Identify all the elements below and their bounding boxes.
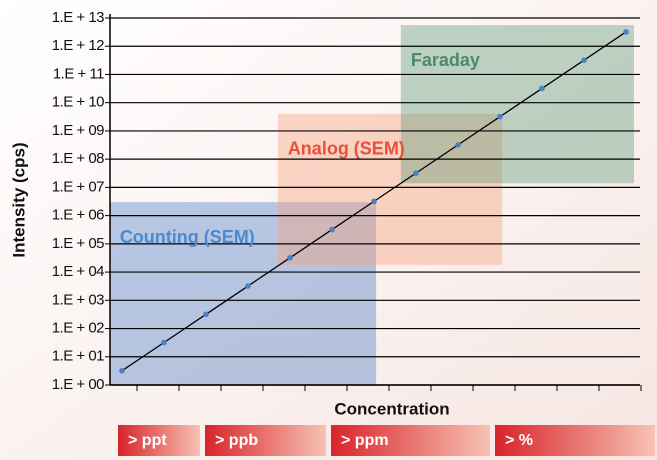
y-tick-label: 1.E + 08 bbox=[52, 150, 104, 167]
data-point bbox=[245, 283, 251, 289]
data-point bbox=[581, 57, 587, 63]
data-point bbox=[119, 368, 125, 374]
y-tick-label: 1.E + 07 bbox=[52, 178, 104, 195]
data-point bbox=[623, 29, 629, 35]
y-tick-label: 1.E + 01 bbox=[52, 348, 104, 365]
y-axis-title: Intensity (cps) bbox=[9, 142, 28, 257]
data-point bbox=[497, 114, 503, 120]
concentration-label: > ppb bbox=[215, 432, 258, 449]
y-tick-label: 1.E + 09 bbox=[52, 122, 104, 139]
y-tick-label: 1.E + 11 bbox=[53, 65, 104, 82]
data-point bbox=[539, 86, 545, 92]
y-tick-label: 1.E + 00 bbox=[52, 376, 104, 393]
data-point bbox=[455, 142, 461, 148]
y-tick-label: 1.E + 12 bbox=[52, 37, 104, 54]
y-tick-label: 1.E + 02 bbox=[52, 320, 104, 337]
region-label: Faraday bbox=[411, 50, 480, 70]
concentration-label: > % bbox=[505, 432, 533, 449]
y-tick-label: 1.E + 06 bbox=[52, 207, 104, 224]
chart: Intensity (cps) Concentration 1.E + 00 1.… bbox=[0, 0, 657, 460]
concentration-label: > ppt bbox=[128, 432, 167, 449]
data-point bbox=[287, 255, 293, 261]
y-tick-label: 1.E + 05 bbox=[52, 235, 104, 252]
x-axis-title: Concentration bbox=[334, 399, 449, 418]
y-tick-label: 1.E + 04 bbox=[52, 263, 104, 280]
data-point bbox=[371, 199, 377, 205]
y-tick-label: 1.E + 10 bbox=[52, 94, 104, 111]
y-tick-label: 1.E + 13 bbox=[52, 9, 104, 26]
region-label: Counting (SEM) bbox=[120, 227, 255, 247]
y-tick-label: 1.E + 03 bbox=[52, 291, 104, 308]
region-label: Analog (SEM) bbox=[288, 139, 405, 159]
concentration-label: > ppm bbox=[341, 432, 389, 449]
data-point bbox=[329, 227, 335, 233]
data-point bbox=[161, 340, 167, 346]
data-point bbox=[413, 170, 419, 176]
data-point bbox=[203, 311, 209, 317]
